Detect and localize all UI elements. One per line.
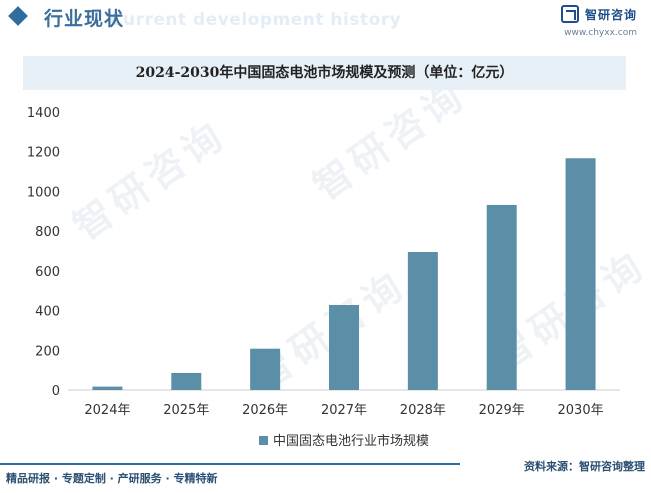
footer-divider: [0, 463, 460, 465]
y-tick-label: 200: [35, 344, 60, 359]
x-tick-label: 2028年: [400, 403, 446, 418]
legend-swatch: [259, 436, 268, 445]
y-tick-label: 0: [52, 384, 60, 399]
y-tick-label: 800: [35, 225, 60, 240]
x-tick-label: 2029年: [479, 403, 525, 418]
header-subtitle: Current development history: [110, 10, 402, 30]
header: Current development history 行业现状 智研咨询 ww…: [0, 0, 651, 40]
brand-url: www.chyxx.com: [564, 28, 637, 38]
y-tick-label: 400: [35, 305, 60, 320]
x-tick-label: 2026年: [242, 403, 288, 418]
bar-3: [250, 348, 281, 390]
bar-5: [407, 251, 438, 390]
header-title: 行业现状: [44, 8, 125, 30]
brand: 智研咨询: [560, 5, 637, 23]
chart-title: 2024-2030年中国固态电池市场规模及预测（单位：亿元）: [135, 65, 514, 81]
bar-2: [171, 372, 202, 390]
footer-source: 资料来源：智研咨询整理: [524, 460, 645, 473]
y-tick-label: 1400: [27, 106, 60, 121]
y-tick-label: 1000: [27, 185, 60, 200]
footer-tags: 精品研报 · 专题定制 · 产研服务 · 专精特新: [6, 472, 218, 485]
y-tick-label: 1200: [27, 146, 60, 161]
bar-6: [486, 204, 517, 390]
x-tick-label: 2030年: [558, 403, 604, 418]
x-tick-label: 2025年: [163, 403, 209, 418]
bar-7: [565, 158, 596, 390]
legend-label: 中国固态电池行业市场规模: [273, 433, 429, 449]
bar-1: [92, 386, 123, 390]
brand-logo-icon: [560, 5, 579, 23]
x-tick-label: 2024年: [84, 403, 130, 418]
x-tick-label: 2027年: [321, 403, 367, 418]
y-tick-label: 600: [35, 265, 60, 280]
bar-4: [329, 305, 359, 390]
chart-title-bar: 2024-2030年中国固态电池市场规模及预测（单位：亿元）: [23, 56, 626, 90]
brand-name: 智研咨询: [584, 7, 637, 22]
